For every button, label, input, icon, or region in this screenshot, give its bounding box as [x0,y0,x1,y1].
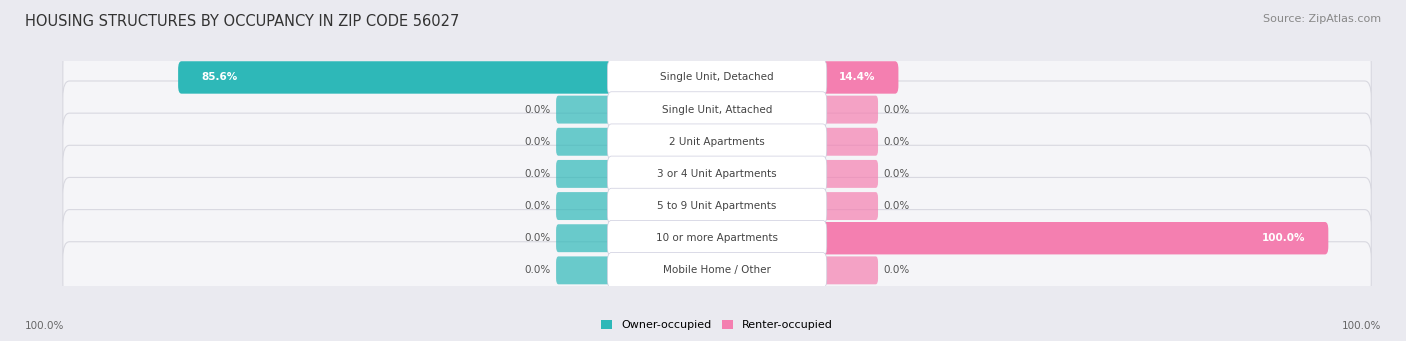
FancyBboxPatch shape [557,192,613,220]
Text: 0.0%: 0.0% [524,233,551,243]
FancyBboxPatch shape [821,192,877,220]
FancyBboxPatch shape [557,224,613,252]
FancyBboxPatch shape [821,256,877,284]
Text: 0.0%: 0.0% [883,105,910,115]
FancyBboxPatch shape [607,60,827,95]
Text: 3 or 4 Unit Apartments: 3 or 4 Unit Apartments [657,169,778,179]
Legend: Owner-occupied, Renter-occupied: Owner-occupied, Renter-occupied [600,320,834,330]
Text: 100.0%: 100.0% [1341,321,1381,331]
FancyBboxPatch shape [63,145,1371,203]
Text: Single Unit, Detached: Single Unit, Detached [661,72,773,83]
FancyBboxPatch shape [821,128,877,156]
Text: 5 to 9 Unit Apartments: 5 to 9 Unit Apartments [658,201,776,211]
FancyBboxPatch shape [607,92,827,128]
FancyBboxPatch shape [821,160,877,188]
FancyBboxPatch shape [557,256,613,284]
FancyBboxPatch shape [557,160,613,188]
FancyBboxPatch shape [607,253,827,288]
Text: 0.0%: 0.0% [524,137,551,147]
Text: Mobile Home / Other: Mobile Home / Other [664,265,770,276]
Text: 0.0%: 0.0% [883,169,910,179]
FancyBboxPatch shape [607,124,827,160]
Text: 10 or more Apartments: 10 or more Apartments [657,233,778,243]
Text: HOUSING STRUCTURES BY OCCUPANCY IN ZIP CODE 56027: HOUSING STRUCTURES BY OCCUPANCY IN ZIP C… [25,14,460,29]
Text: 100.0%: 100.0% [25,321,65,331]
FancyBboxPatch shape [63,242,1371,299]
FancyBboxPatch shape [607,156,827,192]
Text: 100.0%: 100.0% [1261,233,1305,243]
Text: Single Unit, Attached: Single Unit, Attached [662,105,772,115]
Text: Source: ZipAtlas.com: Source: ZipAtlas.com [1263,14,1381,24]
Text: 0.0%: 0.0% [524,105,551,115]
FancyBboxPatch shape [63,49,1371,106]
Text: 0.0%: 0.0% [524,201,551,211]
FancyBboxPatch shape [63,81,1371,138]
Text: 2 Unit Apartments: 2 Unit Apartments [669,137,765,147]
FancyBboxPatch shape [821,95,877,123]
FancyBboxPatch shape [820,222,1329,254]
Text: 0.0%: 0.0% [883,201,910,211]
FancyBboxPatch shape [557,95,613,123]
FancyBboxPatch shape [179,61,614,94]
FancyBboxPatch shape [607,220,827,256]
FancyBboxPatch shape [63,113,1371,170]
Text: 14.4%: 14.4% [839,72,876,83]
Text: 0.0%: 0.0% [524,169,551,179]
FancyBboxPatch shape [557,128,613,156]
Text: 85.6%: 85.6% [201,72,238,83]
FancyBboxPatch shape [63,177,1371,235]
FancyBboxPatch shape [820,61,898,94]
Text: 0.0%: 0.0% [524,265,551,276]
FancyBboxPatch shape [607,188,827,224]
Text: 0.0%: 0.0% [883,265,910,276]
FancyBboxPatch shape [63,210,1371,267]
Text: 0.0%: 0.0% [883,137,910,147]
